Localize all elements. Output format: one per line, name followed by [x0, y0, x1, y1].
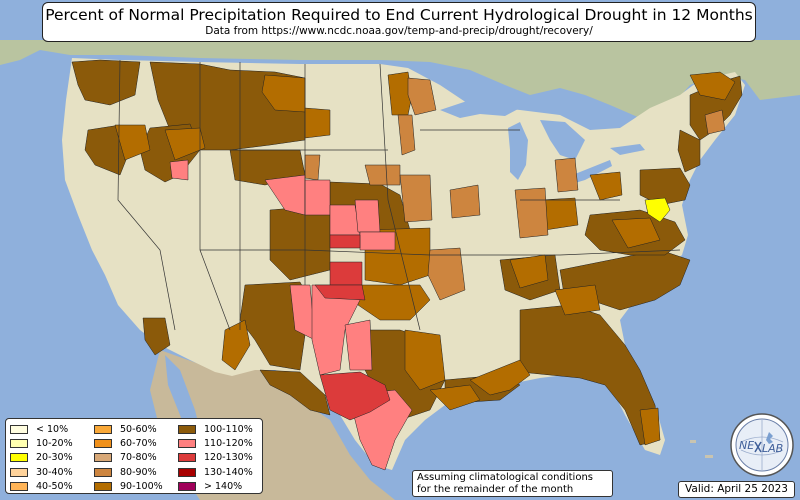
map-subtitle: Data from https://www.ncdc.noaa.gov/temp… [205, 25, 593, 37]
legend-label: 120-130% [204, 452, 253, 464]
legend-label: 130-140% [204, 466, 253, 478]
legend-label: 60-70% [120, 438, 157, 450]
assumption-note: Assuming climatological conditions for t… [412, 470, 613, 497]
map-title: Percent of Normal Precipitation Required… [45, 6, 753, 24]
legend-swatch [94, 439, 112, 449]
legend-swatch [10, 424, 28, 434]
legend-swatch [178, 467, 196, 477]
note-line: for the remainder of the month [417, 484, 574, 495]
nexlab-logo-icon: NE LAB [730, 413, 794, 477]
legend-label: 40-50% [36, 481, 73, 493]
title-box: Percent of Normal Precipitation Required… [42, 2, 756, 42]
legend-item: 70-80% [94, 451, 163, 465]
legend-item: 30-40% [10, 465, 73, 479]
svg-text:NE: NE [739, 439, 754, 452]
legend-swatch [94, 482, 112, 492]
legend-item: 120-130% [178, 451, 253, 465]
legend-item: 90-100% [94, 480, 163, 494]
legend-swatch [178, 439, 196, 449]
legend-swatch [94, 467, 112, 477]
legend-item: 110-120% [178, 436, 253, 450]
legend-item: 80-90% [94, 465, 163, 479]
legend-swatch [94, 453, 112, 463]
lake-michigan [508, 122, 528, 180]
lake-ontario [610, 144, 645, 155]
legend-item: 130-140% [178, 465, 253, 479]
lake-huron [540, 120, 585, 160]
canada-landmass [0, 40, 800, 118]
legend-item: < 10% [10, 422, 73, 436]
legend-swatch [10, 453, 28, 463]
valid-date: Valid: April 25 2023 [678, 481, 795, 498]
legend-label: 100-110% [204, 423, 253, 435]
legend-item: 20-30% [10, 451, 73, 465]
legend-swatch [178, 482, 196, 492]
legend-swatch [178, 453, 196, 463]
legend-swatch [10, 482, 28, 492]
legend-label: 30-40% [36, 466, 73, 478]
legend-item: 50-60% [94, 422, 163, 436]
legend-label: 20-30% [36, 452, 73, 464]
legend-label: 80-90% [120, 466, 157, 478]
legend-item: 100-110% [178, 422, 253, 436]
legend-item: 10-20% [10, 436, 73, 450]
legend-swatch [178, 424, 196, 434]
lake-superior [440, 100, 520, 118]
legend-swatch [10, 467, 28, 477]
legend-label: 90-100% [120, 481, 163, 493]
legend-item: 60-70% [94, 436, 163, 450]
legend-item: 40-50% [10, 480, 73, 494]
legend-swatch [10, 439, 28, 449]
legend-label: 50-60% [120, 423, 157, 435]
legend-label: 10-20% [36, 438, 73, 450]
legend: < 10% 10-20% 20-30% 30-40% 40-50% 50-60%… [5, 418, 263, 494]
legend-label: 110-120% [204, 438, 253, 450]
legend-swatch [94, 424, 112, 434]
svg-text:LAB: LAB [762, 442, 783, 455]
legend-label: 70-80% [120, 452, 157, 464]
note-line: Assuming climatological conditions [417, 472, 593, 483]
legend-label: < 10% [36, 423, 69, 435]
legend-item: > 140% [178, 480, 253, 494]
legend-label: > 140% [204, 481, 243, 493]
